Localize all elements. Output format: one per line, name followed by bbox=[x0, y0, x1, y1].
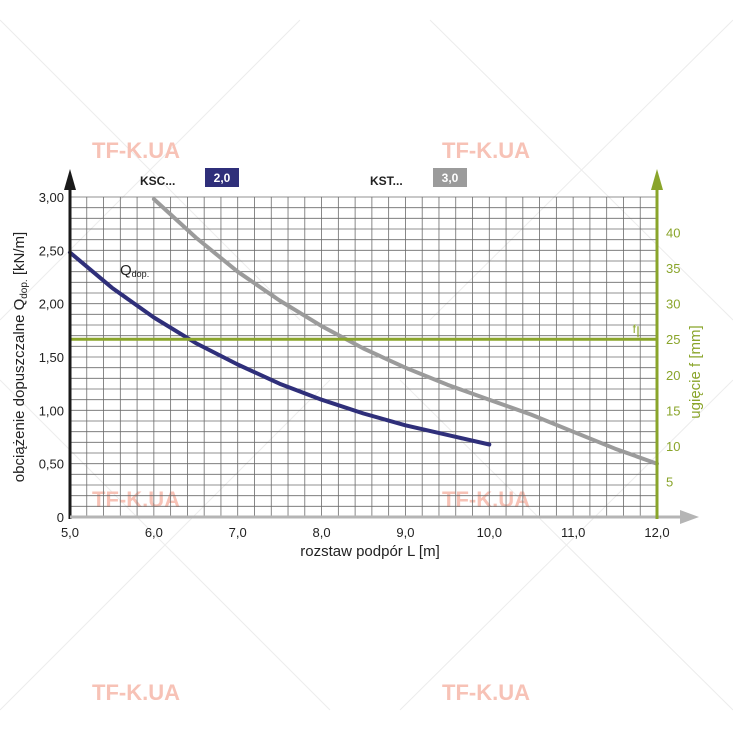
y-tick-label: 1,00 bbox=[39, 403, 64, 418]
chart-labels: 5,0 6,0 7,0 8,0 9,0 10,0 11,0 12,0 0 0,50 1,00 1,50… bbox=[11, 168, 704, 560]
x-tick-label: 10,0 bbox=[477, 525, 502, 540]
y-tick-label: 0,50 bbox=[39, 457, 64, 472]
chart-axes bbox=[64, 169, 699, 524]
legend-badge-kst bbox=[433, 168, 467, 187]
watermark-text: TF-K.UA bbox=[442, 138, 530, 163]
x-tick-label: 8,0 bbox=[313, 525, 331, 540]
watermark-line bbox=[429, 19, 733, 321]
y2-tick-label: 25 bbox=[666, 332, 680, 347]
y-tick-label: 1,50 bbox=[39, 350, 64, 365]
series-line-kst bbox=[151, 197, 659, 466]
watermark-line bbox=[0, 19, 301, 321]
y2-tick-label: 10 bbox=[666, 439, 680, 454]
y-tick-label: 2,50 bbox=[39, 243, 64, 258]
curve-label: Qdop. bbox=[120, 262, 149, 279]
legend-badge-text: 3,0 bbox=[442, 171, 459, 185]
y-tick-label: 0 bbox=[57, 510, 64, 525]
watermark-line bbox=[0, 379, 331, 711]
deflection-label: f bbox=[633, 322, 637, 336]
y2-tick-label: 35 bbox=[666, 261, 680, 276]
chart-grid bbox=[69, 196, 658, 518]
x-axis-arrow bbox=[680, 510, 699, 524]
x-tick-label: 5,0 bbox=[61, 525, 79, 540]
y2-axis-arrow bbox=[651, 169, 663, 190]
legend-name-kst: KST... bbox=[370, 174, 403, 188]
y-axis-title-unit: [kN/m] bbox=[11, 232, 28, 280]
x-tick-label: 12,0 bbox=[644, 525, 669, 540]
x-tick-label: 6,0 bbox=[145, 525, 163, 540]
chart-series: f bbox=[68, 197, 659, 466]
legend-name-ksc: KSC... bbox=[140, 174, 175, 188]
watermark-line bbox=[399, 379, 733, 711]
y2-tick-label: 40 bbox=[666, 226, 680, 241]
curve-label-main: Q bbox=[120, 262, 132, 279]
y2-tick-label: 15 bbox=[666, 403, 680, 418]
watermark-text: TF-K.UA bbox=[92, 487, 180, 512]
x-axis-title: rozstaw podpór L [m] bbox=[300, 543, 440, 560]
series-line-ksc bbox=[68, 250, 492, 447]
y2-tick-label: 20 bbox=[666, 368, 680, 383]
curve-label-subscript: dop. bbox=[132, 269, 150, 279]
y-axis-arrow bbox=[64, 169, 76, 190]
y-tick-label: 3,00 bbox=[39, 190, 64, 205]
watermark-text: TF-K.UA bbox=[442, 680, 530, 705]
y-axis-title: obciążenie dopuszczalne Qdop. [kN/m] bbox=[11, 232, 30, 482]
watermark-text: TF-K.UA bbox=[92, 138, 180, 163]
y-axis-title-subscript: dop. bbox=[19, 279, 30, 298]
y2-tick-label: 5 bbox=[666, 474, 673, 489]
y2-axis-title: ugięcie f [mm] bbox=[687, 325, 704, 418]
watermark-text: TF-K.UA bbox=[442, 487, 530, 512]
x-tick-label: 11,0 bbox=[561, 525, 585, 540]
watermark-text: TF-K.UA bbox=[92, 680, 180, 705]
y-axis-title-main: obciążenie dopuszczalne Q bbox=[11, 299, 28, 482]
x-tick-label: 9,0 bbox=[396, 525, 414, 540]
x-tick-label: 7,0 bbox=[229, 525, 247, 540]
legend-badge-text: 2,0 bbox=[214, 171, 231, 185]
legend-badge-ksc bbox=[205, 168, 239, 187]
y-tick-label: 2,00 bbox=[39, 297, 64, 312]
y2-tick-label: 30 bbox=[666, 297, 680, 312]
watermarks: TF-K.UA TF-K.UA TF-K.UA TF-K.UA TF-K.UA TF-K.… bbox=[0, 19, 733, 711]
